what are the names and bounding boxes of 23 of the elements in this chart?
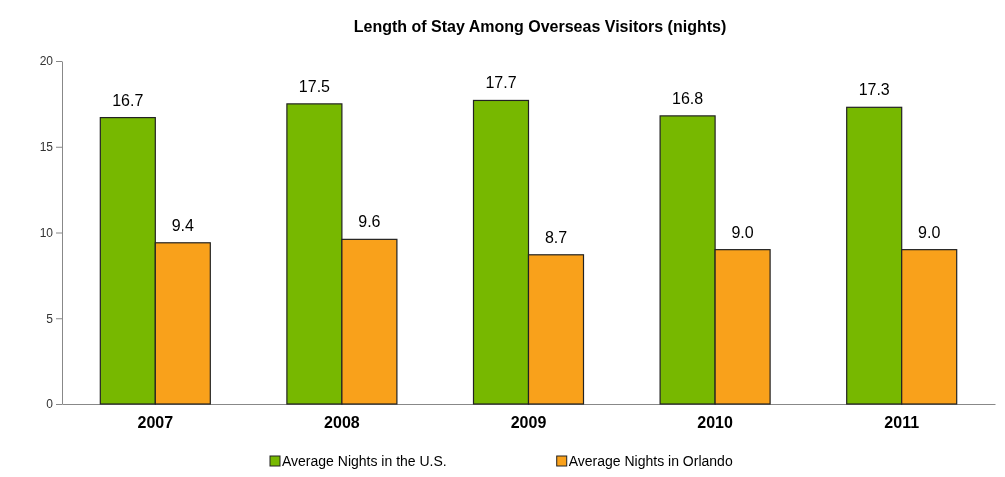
text: 9.0 [731,223,754,241]
x-tick-label: 2010 [697,413,733,431]
text: 9.6 [358,213,381,231]
text: 17.3 [858,81,890,99]
y-tick-label: 5 [46,311,54,326]
text: 8.7 [544,228,568,246]
text: 9.4 [171,216,194,234]
legend-label: Average Nights in the U.S. [282,453,447,469]
text: 16.7 [112,91,144,109]
y-tick-label: 15 [39,140,54,155]
text: 16.8 [672,89,704,107]
y-tick-label: 20 [39,54,54,69]
x-tick-label: 2009 [510,413,547,431]
text: 17.7 [485,74,517,92]
x-tick-label: 2007 [137,413,174,431]
text: 9.0 [918,223,941,241]
chart-title: Length of Stay Among Overseas Visitors (nights) [353,18,727,35]
text: 17.5 [298,77,330,95]
x-tick-label: 2008 [324,413,360,431]
y-tick-label: 0 [46,397,54,412]
legend-label: Average Nights in Orlando [568,453,733,469]
y-tick-label: 10 [39,225,54,240]
x-tick-label: 2011 [884,413,920,431]
